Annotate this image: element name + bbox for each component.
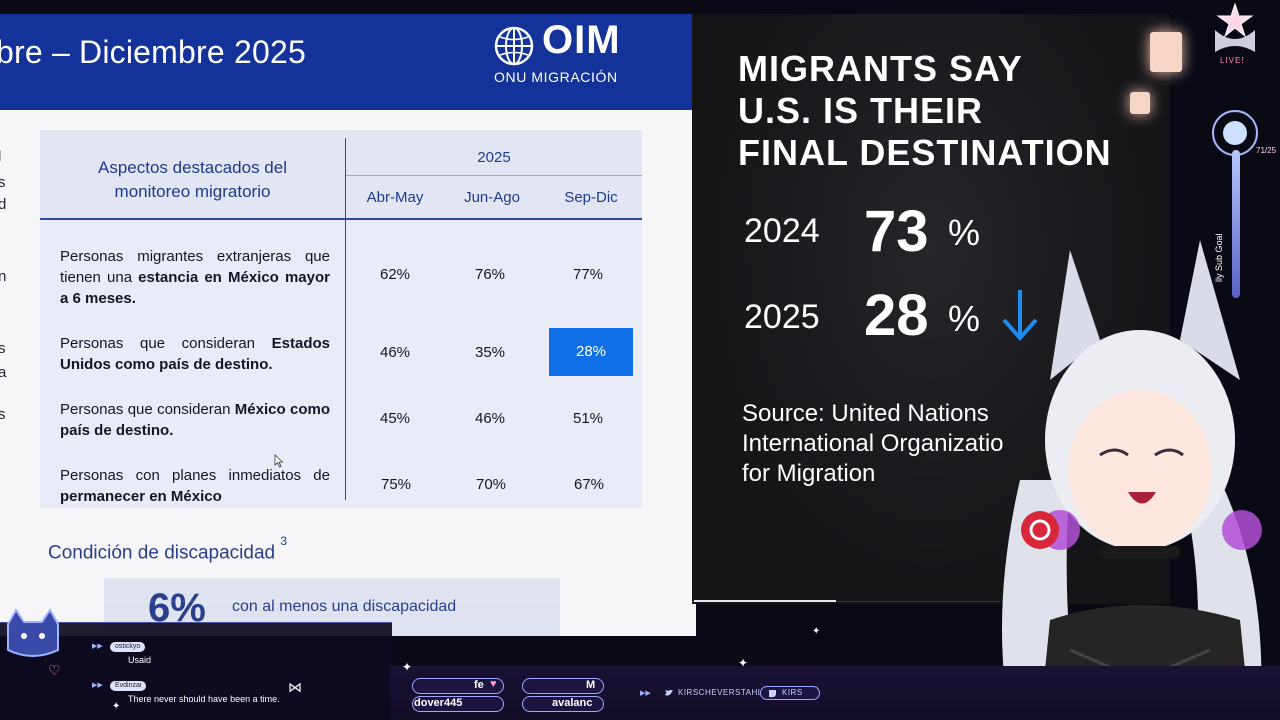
- alert-pill-text: M: [586, 679, 596, 691]
- header-line-1: Aspectos destacados del: [97, 158, 287, 177]
- edge-letter: s: [0, 174, 6, 191]
- headline-line-2: U.S. IS THEIR: [738, 90, 984, 131]
- headline-line-3: FINAL DESTINATION: [738, 132, 1112, 173]
- table-row-label: Personas que consideran Estados Unidos c…: [60, 335, 330, 373]
- lantern-icon: [1150, 32, 1182, 72]
- table-cell: 46%: [379, 344, 411, 361]
- source-line-3: for Migration: [742, 460, 876, 487]
- un-globe-icon: [494, 26, 534, 66]
- table-cell: 35%: [474, 344, 506, 361]
- cat-mascot-icon: [7, 608, 59, 657]
- chat-username: ostickyo: [110, 642, 146, 652]
- edge-letter: s: [0, 406, 6, 423]
- chat-message: Usaid: [128, 655, 152, 665]
- bow-icon: ⋈: [288, 679, 302, 695]
- chat-overlay: ▶▶ ostickyo Usaid ▶▶ Evdinzai There neve…: [0, 622, 392, 720]
- alert-pill: [522, 696, 604, 712]
- chat-arrow-icon: ▶▶: [92, 643, 103, 650]
- table-cell: 45%: [379, 410, 411, 427]
- edge-letter: l: [0, 148, 1, 165]
- overlay-divider: [0, 601, 1000, 602]
- lantern-icon: [1130, 92, 1150, 114]
- star-bow-icon: [1215, 2, 1255, 52]
- alert-pill-text: dover445: [414, 697, 463, 709]
- stat-value: 28: [864, 283, 929, 348]
- chat-message: There never should have been a time.: [128, 694, 280, 704]
- social-pill: [760, 686, 820, 700]
- period-header: Abr-May: [346, 176, 444, 220]
- table-header-aspects: Aspectos destacados del monitoreo migrat…: [40, 130, 345, 220]
- mouse-cursor-icon: [274, 454, 284, 468]
- social-handle: KIRSCHEVERSTAHL: [678, 688, 763, 697]
- source-line-1: Source: United Nations: [742, 400, 989, 427]
- alert-pill-text: avalanc: [552, 697, 593, 709]
- oim-logo-subtitle: ONU MIGRACIÓN: [494, 69, 618, 85]
- stat-unit: %: [948, 212, 981, 253]
- stat-value: 73: [864, 199, 929, 264]
- table-row-label: Personas que consideran México como país…: [60, 401, 330, 439]
- table-cell: 77%: [572, 266, 604, 283]
- edge-letter: a: [0, 364, 7, 381]
- down-arrow-icon: [1002, 290, 1038, 342]
- table-cell: 51%: [572, 410, 604, 427]
- source-line-2: International Organizatio: [742, 430, 1004, 457]
- stat-year: 2024: [744, 212, 820, 250]
- headline-line-1: MIGRANTS SAY: [738, 48, 1023, 89]
- presentation-slide: bre – Diciembre 2025 OIM ONU MIGRACIÓN l…: [0, 14, 696, 636]
- slide-title: bre – Diciembre 2025: [0, 34, 306, 70]
- twitch-icon: [769, 690, 776, 698]
- sub-goal-bar: [1232, 150, 1240, 298]
- disability-title: Condición de discapacidad 3: [48, 534, 288, 564]
- table-divider: [345, 138, 346, 500]
- vtuber-avatar: [1002, 240, 1262, 720]
- alert-pill: [412, 678, 504, 694]
- edge-letter: d: [0, 196, 7, 213]
- period-header: Jun-Ago: [444, 176, 540, 220]
- stream-frame-decoration: [1130, 0, 1280, 300]
- alert-pill: [522, 678, 604, 694]
- stream-bottom-bar: fe ♥ M dover445 avalanc: [390, 666, 1280, 720]
- stat-unit: %: [948, 298, 981, 339]
- migration-monitoring-table: Aspectos destacados del monitoreo migrat…: [40, 130, 642, 508]
- edge-letter: s: [0, 340, 6, 357]
- header-line-2: monitoreo migratorio: [114, 182, 271, 201]
- twitter-icon: [665, 689, 673, 696]
- table-cell: 46%: [474, 410, 506, 427]
- oim-logo-text: OIM: [542, 18, 621, 62]
- disability-text: con al menos una discapacidad: [232, 598, 457, 615]
- slide-header: bre – Diciembre 2025 OIM ONU MIGRACIÓN: [0, 14, 692, 110]
- table-cell: 62%: [379, 266, 411, 283]
- star-icon: ✦: [112, 701, 121, 712]
- table-cell: 76%: [474, 266, 506, 283]
- star-icon: ✦: [738, 656, 749, 670]
- highlighted-cell: 28%: [549, 328, 633, 376]
- table-header-year: 2025: [346, 130, 642, 176]
- heart-icon: ♡: [48, 662, 61, 678]
- table-cell: 75%: [380, 476, 412, 493]
- star-icon: ✦: [812, 626, 821, 637]
- chat-arrow-icon: ▶▶: [92, 682, 103, 689]
- sub-goal-count: 71/25: [1256, 146, 1277, 155]
- alert-pill-text: fe: [474, 679, 484, 691]
- social-handle: KIRS: [782, 688, 803, 697]
- record-button-icon: [1021, 511, 1059, 549]
- period-header: Sep-Dic: [540, 176, 642, 220]
- oim-logo: OIM ONU MIGRACIÓN: [492, 18, 642, 92]
- alert-pill: [412, 696, 504, 712]
- table-row-label: Personas migrantes extranjeras que tiene…: [60, 248, 330, 307]
- video-progress-line: [694, 600, 836, 602]
- table-cell: 70%: [475, 476, 507, 493]
- chat-username: Evdinzai: [110, 681, 147, 691]
- live-badge: LIVE!: [1210, 0, 1260, 70]
- heart-icon: ♥: [490, 678, 497, 690]
- star-icon: ✦: [402, 660, 413, 674]
- live-label: LIVE!: [1220, 56, 1245, 65]
- edge-letter: n: [0, 268, 7, 285]
- table-cell: 67%: [573, 476, 605, 493]
- chat-arrow-icon: ▶▶: [640, 690, 651, 697]
- table-row-label: Personas con planes inmediatos de perman…: [60, 467, 330, 505]
- stat-year: 2025: [744, 298, 820, 336]
